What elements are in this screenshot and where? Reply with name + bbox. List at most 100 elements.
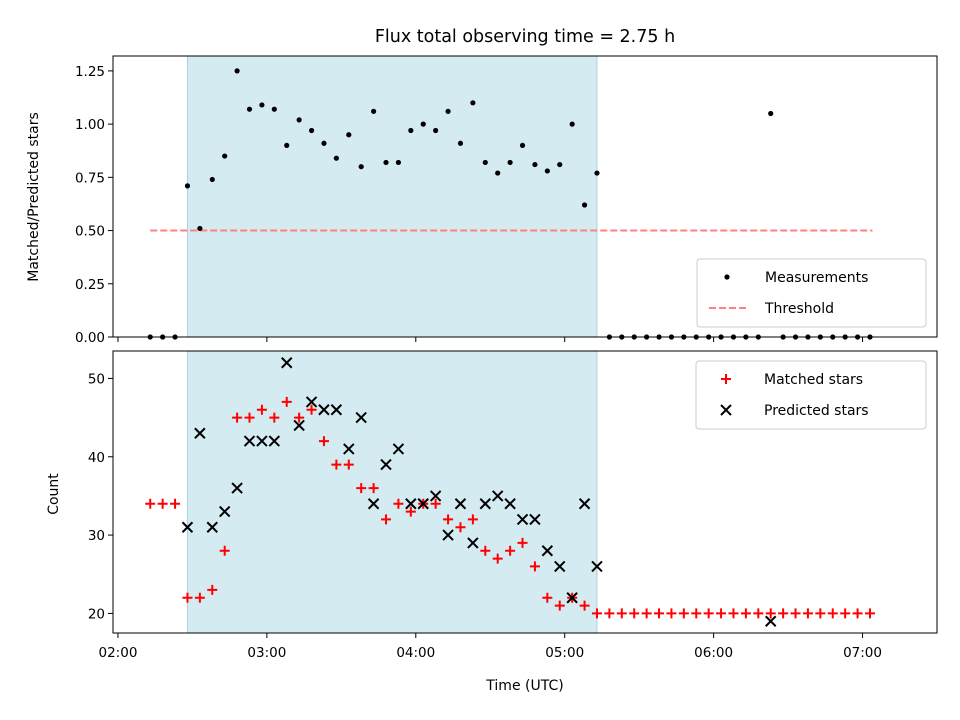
data-point [740, 608, 751, 619]
data-point [569, 121, 575, 127]
data-point [492, 553, 503, 564]
data-point [716, 608, 727, 619]
count-y-axis-label: Count [46, 473, 62, 515]
data-point [197, 225, 203, 232]
data-point [246, 106, 253, 112]
data-point [381, 514, 392, 525]
legend-box [695, 360, 927, 430]
legend-label: Predicted stars [764, 403, 869, 419]
data-point [281, 396, 292, 407]
data-point [182, 592, 193, 603]
ratio-legend: Measurements Threshold [696, 258, 927, 328]
y-tick-label: 30 [88, 528, 105, 544]
data-point [753, 608, 764, 619]
data-point [479, 498, 491, 510]
legend-label: Threshold [764, 301, 834, 317]
data-point [457, 140, 464, 146]
data-point [542, 592, 553, 603]
data-point [654, 608, 665, 619]
data-point [318, 436, 329, 447]
data-point [256, 404, 267, 415]
data-point [443, 514, 454, 525]
data-point [305, 396, 318, 408]
data-point [815, 608, 826, 619]
data-point [234, 68, 240, 74]
data-point [591, 560, 603, 573]
data-point [395, 159, 402, 166]
data-point [392, 443, 405, 455]
chart-title: Flux total observing time = 2.75 h [375, 27, 675, 47]
legend-box [696, 258, 927, 328]
data-point [293, 419, 305, 432]
data-point [541, 545, 554, 557]
x-axis-label: Time (UTC) [485, 678, 563, 694]
data-point [371, 108, 377, 114]
data-point [703, 608, 714, 619]
x-tick-label: 02:00 [99, 645, 138, 661]
data-point [420, 121, 426, 127]
data-point [306, 404, 317, 415]
data-point [405, 506, 416, 517]
data-point [566, 592, 578, 604]
data-point [454, 498, 467, 510]
data-point [578, 498, 591, 510]
plot-frame [112, 55, 938, 338]
data-point [318, 404, 330, 416]
data-point [243, 435, 256, 447]
data-point [470, 100, 476, 106]
data-point [346, 132, 352, 138]
data-point [207, 584, 218, 595]
data-point [517, 537, 528, 548]
data-point [467, 537, 479, 549]
data-point [219, 545, 230, 556]
data-point [532, 161, 538, 168]
data-point [393, 498, 404, 509]
data-point [445, 108, 451, 114]
data-point [442, 529, 454, 541]
ratio-y-axis-label: Matched/Predicted stars [26, 112, 42, 282]
data-point [827, 608, 838, 619]
data-point [430, 498, 441, 509]
plot-frame [112, 350, 938, 634]
data-point [429, 490, 442, 502]
count-legend: Matched stars Predicted stars [695, 360, 927, 430]
y-tick-label: 50 [88, 371, 105, 387]
data-point [383, 159, 389, 166]
data-point [271, 106, 277, 112]
data-point [519, 142, 526, 149]
data-point [269, 412, 280, 423]
series-predicted-stars [181, 357, 777, 627]
series-matched-stars [145, 396, 875, 619]
data-point [678, 608, 689, 619]
data-point [768, 110, 774, 117]
y-tick-label: 0.50 [75, 224, 105, 240]
count-panel: 20 30 40 50 02:00 03:00 04:00 05:00 06:00 07:00 Ma… [88, 350, 938, 661]
x-tick-label: 04:00 [396, 645, 435, 661]
data-point [343, 443, 355, 455]
data-point [194, 592, 205, 603]
data-point [231, 482, 243, 494]
data-point [259, 102, 265, 108]
data-point [765, 608, 776, 619]
legend-swatch-marker [724, 274, 730, 280]
x-tick-label: 07:00 [843, 645, 882, 661]
x-tick-label: 06:00 [694, 645, 733, 661]
data-point [840, 608, 851, 619]
data-point [330, 404, 343, 416]
data-point [331, 459, 342, 470]
data-point [281, 357, 293, 369]
series-measurements [147, 68, 873, 340]
data-point [358, 164, 364, 170]
data-point [482, 159, 488, 166]
data-point [232, 412, 243, 423]
data-point [544, 168, 550, 174]
data-point [594, 170, 600, 176]
data-point [852, 608, 863, 619]
data-point [507, 159, 513, 166]
data-point [157, 498, 168, 509]
data-point [557, 161, 563, 168]
data-point [641, 608, 652, 619]
data-point [579, 600, 590, 611]
data-point [765, 615, 777, 627]
